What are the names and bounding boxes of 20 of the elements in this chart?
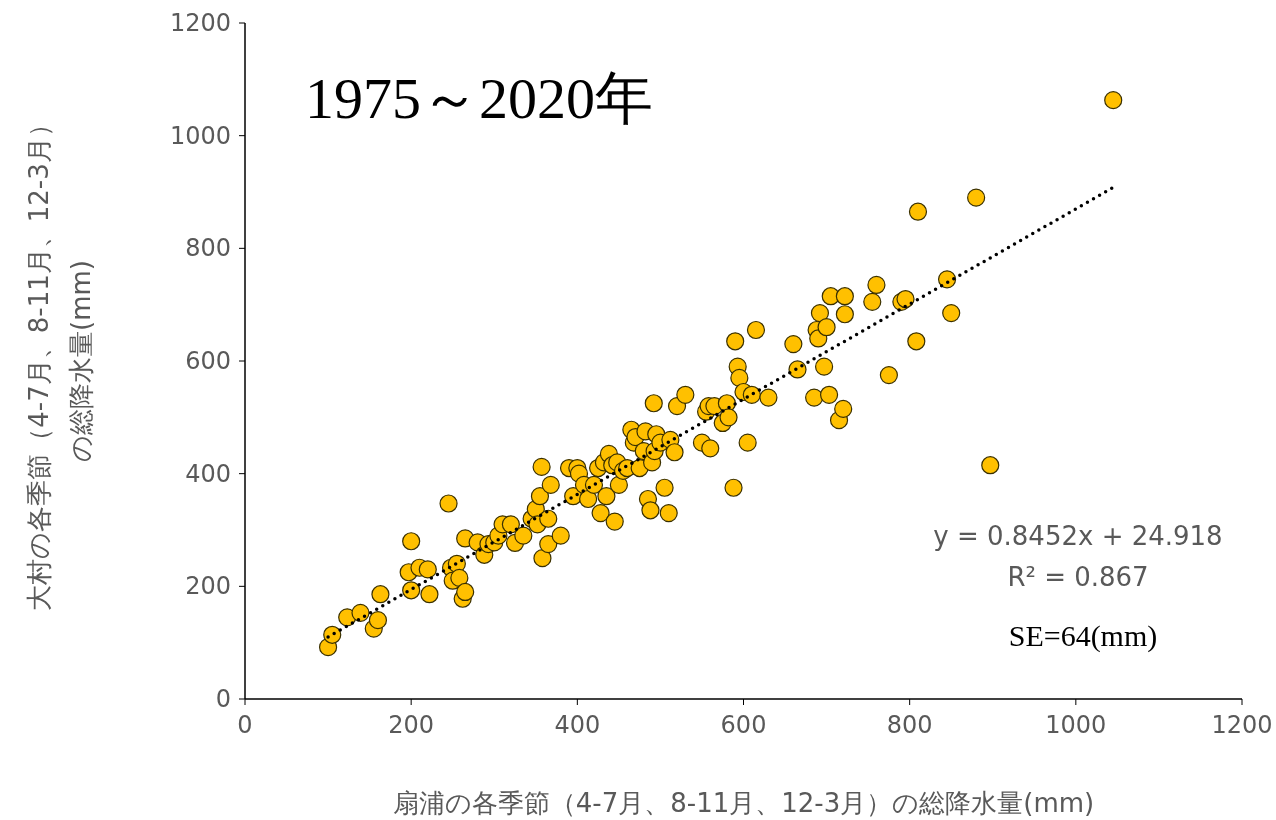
y-tick-label: 800 bbox=[185, 234, 231, 263]
x-tick-label: 200 bbox=[388, 711, 435, 739]
x-tick-label: 400 bbox=[554, 711, 601, 739]
y-tick-label: 200 bbox=[185, 572, 231, 601]
annotation: SE=64(mm) bbox=[1008, 619, 1158, 653]
y-tick-label: 1000 bbox=[169, 121, 231, 150]
x-tick-label: 800 bbox=[886, 711, 933, 739]
text: 1975～2020年 bbox=[305, 66, 653, 131]
y-tick-label: 400 bbox=[185, 459, 231, 488]
y-tick-label: 1200 bbox=[169, 9, 231, 37]
y-tick-label: 0 bbox=[215, 685, 231, 713]
y-tick-label: 600 bbox=[185, 347, 231, 375]
x-tick-label: 600 bbox=[720, 711, 767, 739]
annotation: R² = 0.867 bbox=[1007, 562, 1149, 592]
y-axis-title: 大村の各季節（4-7月、8-11月、12-3月）の総降水量(mm) bbox=[24, 111, 96, 611]
x-axis-title: 扇浦の各季節（4-7月、8-11月、12-3月）の総降水量(mm) bbox=[392, 788, 1095, 818]
x-tick-label: 0 bbox=[237, 711, 253, 739]
x-tick-label: 1000 bbox=[1045, 711, 1107, 739]
annotation: y = 0.8452x + 24.918 bbox=[933, 521, 1223, 551]
x-tick-label: 1200 bbox=[1211, 711, 1273, 739]
